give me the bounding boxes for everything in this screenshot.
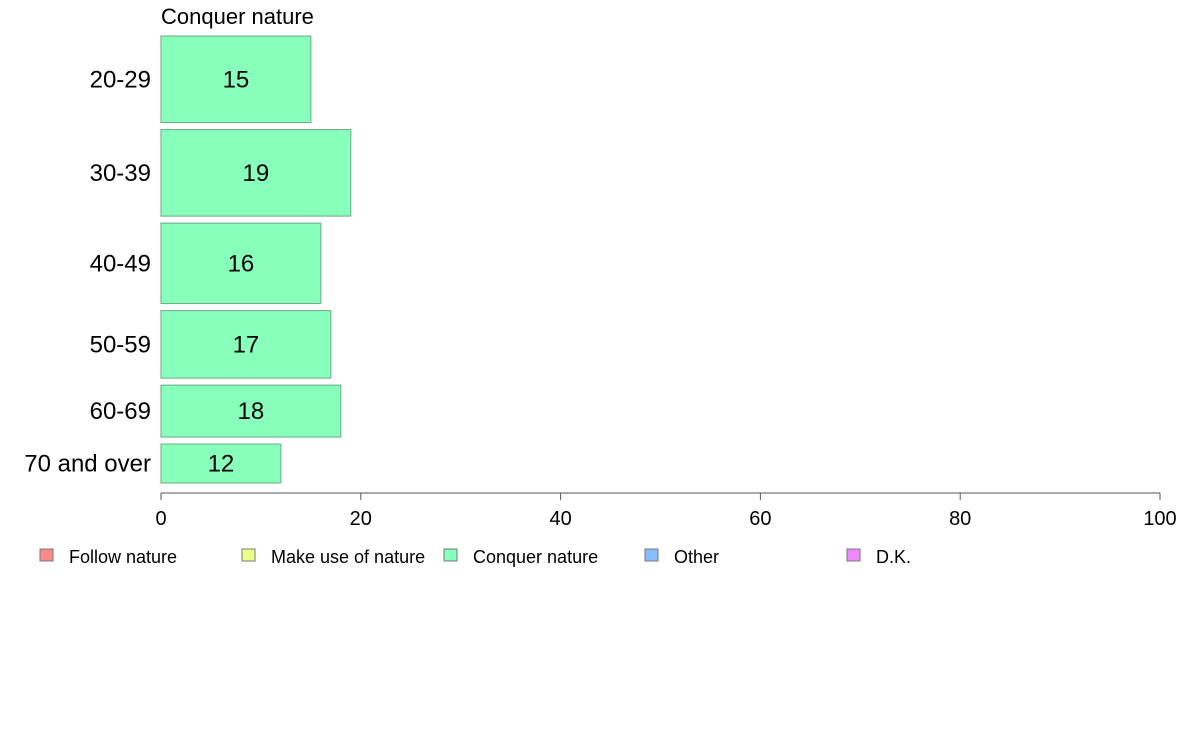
legend-label: Make use of nature [271,547,425,567]
x-tick-label: 60 [749,508,771,530]
bar-value-label: 17 [233,331,260,358]
legend-swatch [241,548,256,562]
legend-swatch [443,548,458,562]
legend-swatch [39,548,54,562]
bar-20-29 [160,35,312,124]
bar-value-label: 18 [238,398,265,425]
legend-label: Follow nature [69,547,177,567]
x-tick-label: 80 [949,508,971,530]
x-tick-label: 40 [549,508,571,530]
legend-swatch [644,548,659,562]
legend-label: Conquer nature [473,547,598,567]
x-tick-label: 0 [155,508,166,530]
bar-value-label: 12 [208,451,235,478]
bar-60-69 [160,384,342,438]
bar-value-label: 19 [243,160,270,187]
category-label: 50-59 [90,331,151,358]
legend-label: Other [674,547,719,567]
legend: Follow nature Make use of nature Conquer n… [39,547,911,567]
category-label: 30-39 [90,160,151,187]
legend-label: D.K. [876,547,911,567]
x-tick-label: 20 [350,508,372,530]
bar-value-label: 15 [223,66,250,93]
bar-70-and-over [160,443,282,484]
legend-swatch [846,548,861,562]
bar-value-label: 16 [228,250,255,277]
category-label: 40-49 [90,250,151,277]
bar-30-39 [160,129,352,217]
x-axis: 0 20 40 60 80 100 [155,492,1177,530]
x-tick-label: 100 [1143,508,1176,530]
panel-title: Conquer nature [161,4,314,29]
category-label: 60-69 [90,398,151,425]
bar-50-59 [160,310,332,379]
category-labels-group: 20-29 30-39 40-49 50-59 60-69 70 and over [24,66,151,477]
category-label: 20-29 [90,66,151,93]
bar-40-49 [160,222,322,305]
category-label: 70 and over [24,451,151,478]
